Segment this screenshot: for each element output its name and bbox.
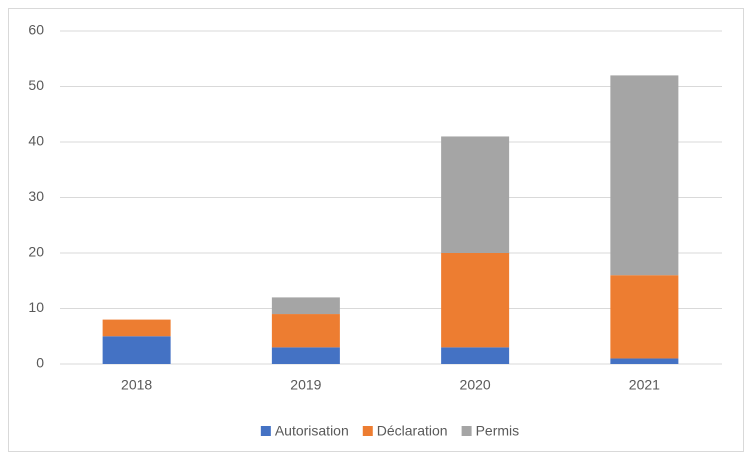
bar-segment	[441, 253, 510, 348]
bar-segment	[271, 297, 340, 315]
bar-segment	[610, 358, 679, 364]
x-tick-label: 2019	[290, 377, 321, 393]
y-tick-label: 50	[28, 77, 44, 93]
bar-segment	[441, 136, 510, 253]
bar-segment	[271, 314, 340, 348]
x-tick-label: 2018	[121, 377, 152, 393]
bar-segment	[441, 347, 510, 364]
legend-swatch	[461, 426, 472, 436]
bar-segment	[610, 275, 679, 359]
legend-label: Déclaration	[377, 423, 448, 439]
y-tick-label: 60	[28, 22, 44, 38]
legend-swatch	[362, 426, 373, 436]
legend-label: Autorisation	[275, 423, 349, 439]
bar-segment	[102, 336, 171, 364]
x-tick-label: 2020	[460, 377, 491, 393]
x-tick-label: 2021	[629, 377, 660, 393]
y-tick-label: 0	[36, 355, 44, 371]
bar-segment	[271, 347, 340, 364]
y-tick-label: 40	[28, 133, 44, 149]
y-tick-label: 10	[28, 299, 44, 315]
y-tick-label: 20	[28, 244, 44, 260]
legend-swatch	[260, 426, 271, 436]
bar-segment	[610, 75, 679, 276]
legend-label: Permis	[476, 423, 520, 439]
y-tick-label: 30	[28, 188, 44, 204]
bar-segment	[102, 319, 171, 337]
